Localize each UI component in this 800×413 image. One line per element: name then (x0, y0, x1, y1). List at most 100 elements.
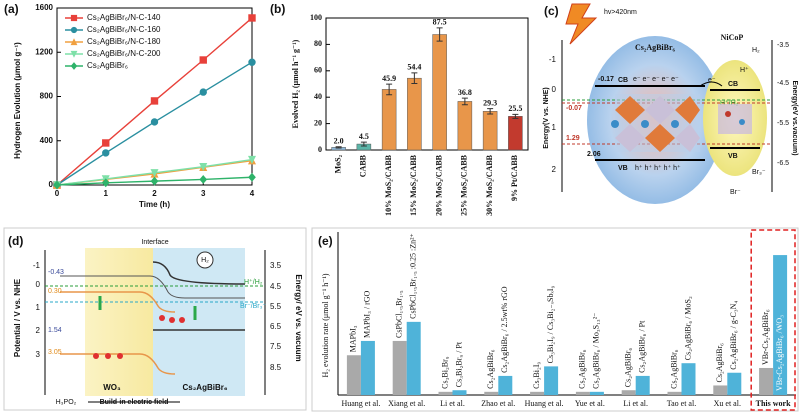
x-tick-label: 30% MoS₂/CABB (485, 154, 494, 216)
y-axis-label: Hydrogen Evolution (μmol g⁻¹) (13, 42, 22, 159)
x-tick-label: 3 (201, 189, 206, 198)
donor-label: H₃PO₂ (56, 399, 77, 406)
level-label: 3.05 (48, 349, 62, 356)
y-tick-label: 1600 (35, 3, 53, 12)
x-tick-label: CABB (359, 154, 368, 177)
marker (199, 163, 208, 172)
bar-label: Cs₂AgBiBr₆ (669, 349, 678, 389)
bar (482, 111, 498, 151)
field-label: Build-in electric field (100, 399, 169, 406)
bar-label: CsPbCl₁.₅Br₁.₅ :0.25 :Zn²⁺ (409, 233, 418, 319)
level-label: -0.17 (598, 76, 614, 83)
bar (667, 391, 682, 395)
bar-label: Cs₂AgBiBr₆ / g-C₃N₄ (729, 301, 738, 370)
legend-label: Cs₂AgBiBr₆/N-C-200 (87, 49, 161, 58)
bar-label: VBr-Cs₂AgBiBr₆ /WO₃ (775, 315, 784, 391)
bar (530, 391, 545, 395)
wo3-region (85, 248, 153, 396)
tick-label: 0 (552, 85, 557, 94)
legend-marker (70, 14, 78, 22)
y-tick-label: 800 (40, 92, 54, 101)
arrow (699, 81, 723, 87)
reactant-label: H⁺ (740, 66, 749, 74)
bar-label: Cs₃Bi₂Br₉ (440, 356, 449, 389)
x-tick-label: This work (756, 399, 791, 408)
y-axis-label: H₂ evolution rate (μmol g⁻¹ h⁻¹) (321, 273, 330, 377)
tick-label: 4.5 (270, 282, 282, 291)
marker (248, 14, 256, 22)
legend-label: Cs₂AgBiBr₆/N-C-180 (87, 37, 161, 46)
error-bar (335, 146, 342, 149)
level-label: 1.29 (566, 135, 580, 142)
tick-label: 1 (552, 123, 557, 132)
marker (102, 139, 110, 147)
tick-label: 3.5 (270, 261, 282, 270)
bar (484, 391, 499, 395)
tick-label: 8.5 (270, 363, 282, 372)
bar (432, 34, 447, 151)
level-label: 1.54 (48, 327, 62, 334)
tick-label: -5.5 (777, 120, 789, 127)
cb-curve (60, 291, 176, 313)
axis-title: Energy(V vs. NHE) (543, 87, 550, 148)
tick-label: 6.5 (270, 322, 282, 331)
marker (150, 97, 159, 105)
legend-marker (70, 62, 78, 70)
value-label: 4.5 (359, 132, 369, 141)
bar (406, 321, 421, 395)
x-tick-label: Li et al. (440, 399, 465, 408)
product-label: H₂ (201, 257, 209, 264)
plot-frame (56, 7, 253, 186)
bar-label: Cs₂AgBiBr₆ (578, 349, 587, 389)
bar-label: Cs₃Bi₂Br₉ / Pt (454, 341, 463, 387)
axis-title: Energy(eV vs.vacuum) (791, 80, 798, 155)
tick-label: -3.5 (777, 42, 789, 49)
axis-title: Energy/ eV vs. vacuum (294, 274, 303, 361)
bar (392, 340, 407, 395)
panel-label: (b) (270, 2, 285, 16)
value-label: 45.9 (382, 74, 396, 83)
legend-label: Cs₂AgBiBr₆ (87, 61, 128, 70)
panel-frame (3, 227, 307, 411)
product-label: H₂ (752, 47, 760, 54)
electron-transfer: e⁻ (708, 77, 716, 84)
bar (498, 375, 513, 395)
bar (589, 391, 604, 395)
legend-label: Cs₂AgBiBr₆/N-C-140 (87, 13, 161, 22)
bar-label: MAPbI₃ / rGO (363, 290, 372, 337)
arrow (98, 296, 197, 320)
x-tick-label: 15% MoS₂/CABB (409, 154, 418, 216)
band-label: CB (618, 77, 628, 84)
bar (508, 116, 523, 151)
bar-label: Cs₂AgBiBr₆ / MoS₂ (683, 296, 692, 360)
y-tick-label: 100 (310, 13, 322, 22)
plot-frame (311, 227, 799, 412)
nicop-structure (718, 104, 752, 134)
holes: h⁺ h⁺ h⁺ h⁺ h⁺ (635, 164, 681, 172)
x-tick-label: 1 (104, 189, 109, 198)
y-tick-label: 40 (314, 92, 322, 101)
reactant-label: Br⁻ (730, 189, 741, 196)
tick-label: 2 (36, 326, 41, 335)
marker (150, 176, 159, 186)
marker (248, 58, 256, 66)
x-tick-label: 4 (250, 189, 255, 198)
tick-label: 1 (36, 303, 41, 312)
bar (773, 255, 788, 395)
redox-label: Br⁻/Br₃⁻ (240, 303, 266, 310)
marker (101, 178, 110, 188)
y-tick-label: 60 (314, 66, 322, 75)
bar-label: VBr-Cs₂AgBiBr₆ (761, 309, 770, 365)
bar-label: Cs₃Bi₂I₉ / Cs₃Bi₂₋ₓSbₓI₉ (546, 286, 555, 364)
x-tick-label: Xiang et al. (388, 399, 425, 408)
redox-label: H⁺/H₂ (720, 99, 739, 107)
x-tick-label: 10% MoS₂/CABB (384, 154, 393, 216)
marker (248, 172, 256, 182)
marker (199, 175, 208, 184)
plot-frame (325, 17, 529, 151)
y-tick-label: 80 (314, 39, 322, 48)
x-tick-label: 20% MoS₂/CABB (434, 154, 443, 216)
tick-label: -6.5 (777, 160, 789, 167)
marker (53, 180, 61, 190)
